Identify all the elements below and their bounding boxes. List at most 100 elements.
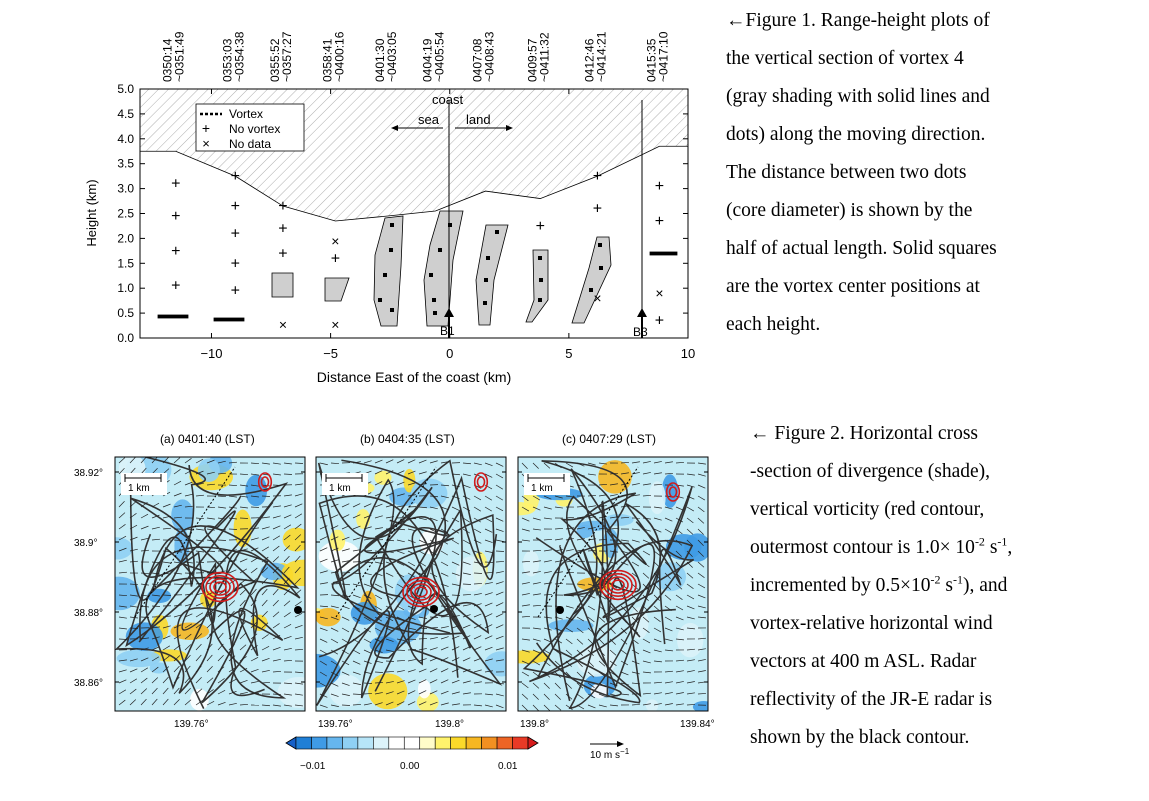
vortex-center	[539, 278, 543, 282]
colorbar-swatch	[373, 736, 390, 750]
no-vortex-marker: +	[171, 243, 180, 260]
no-vortex-marker: +	[231, 198, 240, 215]
vortex-shape	[157, 314, 189, 319]
colorbar	[285, 736, 539, 750]
vortex-center	[483, 301, 487, 305]
time-label: 0401:30~0403:05	[373, 31, 399, 82]
colorbar-swatch	[388, 736, 405, 750]
vortex-center	[438, 248, 442, 252]
no-vortex-marker: +	[278, 245, 287, 262]
vortex-center	[390, 308, 394, 312]
y-tick-label: 0.5	[117, 306, 134, 320]
colorbar-tick: −0.01	[300, 761, 326, 772]
coast-label: coast	[432, 92, 463, 107]
time-label: 0404:19~0405:54	[420, 31, 446, 82]
lat-label: 38.86°	[74, 678, 103, 689]
no-vortex-marker: +	[655, 313, 664, 330]
b3-label: B3	[633, 325, 648, 339]
y-tick-label: 4.5	[117, 107, 134, 121]
vortex-shape	[373, 215, 404, 327]
panel-b: 1 km	[315, 456, 507, 712]
lon-label: 139.76°	[318, 719, 353, 730]
colorbar-swatch	[311, 736, 328, 750]
vortex-center	[432, 298, 436, 302]
colorbar-tick: 0.00	[400, 761, 420, 772]
colorbar-swatch	[512, 736, 529, 750]
colorbar-swatch	[357, 736, 374, 750]
legend: Vortex + No vortex × No data	[195, 103, 305, 152]
vortex-center	[378, 298, 382, 302]
colorbar-swatch	[496, 736, 513, 750]
figure-2-caption: ← Figure 2. Horizontal cross -section of…	[750, 423, 1013, 748]
x-tick-label: 10	[681, 346, 695, 361]
legend-vortex: Vortex	[229, 107, 263, 121]
vortex-center	[538, 256, 542, 260]
scale-bar-label: 1 km	[531, 483, 553, 494]
colorbar-swatch	[450, 736, 467, 750]
legend-no-data: No data	[229, 137, 271, 151]
colorbar-tick: 0.01	[498, 761, 518, 772]
vortex-shape	[475, 224, 509, 326]
lat-label: 38.9°	[74, 538, 97, 549]
lon-label: 139.8°	[435, 719, 464, 730]
no-data-marker: ×	[593, 290, 601, 306]
lon-label: 139.8°	[520, 719, 549, 730]
time-label: 0415:35~0417:10	[644, 31, 670, 82]
time-label: 0353:03~0354:38	[220, 31, 246, 82]
no-vortex-marker: +	[278, 220, 287, 237]
y-tick-label: 2.5	[117, 207, 134, 221]
vortex-shape	[324, 277, 350, 302]
vortex-center	[599, 266, 603, 270]
no-vortex-marker: +	[655, 213, 664, 230]
y-tick-label: 3.5	[117, 157, 134, 171]
panel-b-title: (b) 0404:35 (LST)	[360, 432, 455, 446]
time-label: 0358:41~0400:16	[320, 31, 346, 82]
no-vortex-marker: +	[536, 218, 545, 235]
no-vortex-marker: +	[171, 208, 180, 225]
x-tick-label: −5	[323, 346, 338, 361]
figure-1-range-height-plot: coast sea land B1 B3 Vortex + No vortex …	[84, 31, 695, 385]
panel-a: 1 km	[114, 456, 306, 712]
markers: ++++++++++++×+××+++×+++×	[171, 168, 664, 332]
panel-a-title: (a) 0401:40 (LST)	[160, 432, 255, 446]
y-axis-ticks: 5.0 4.5 4.0 3.5 3.0 2.5 2.0 1.5 1.0 0.5 0.0	[117, 82, 688, 345]
no-vortex-marker: +	[171, 278, 180, 295]
vortex-center	[589, 288, 593, 292]
time-label: 0407:08~0408:43	[470, 31, 496, 82]
vortex-center	[383, 273, 387, 277]
colorbar-swatch	[403, 736, 421, 750]
no-vortex-marker: +	[278, 198, 287, 215]
time-label: 0412:46~0414:21	[582, 31, 608, 82]
time-label: 0350:14~0351:49	[161, 31, 187, 82]
panel-c-title: (c) 0407:29 (LST)	[562, 432, 656, 446]
colorbar-swatch	[434, 736, 451, 750]
time-labels: 0350:14~0351:49 0353:03~0354:38 0355:52~03…	[161, 31, 671, 82]
scale-bar-label: 1 km	[329, 483, 351, 494]
no-vortex-marker: +	[231, 255, 240, 272]
figure-1-caption: ←Figure 1. Range-height plots of the ver…	[726, 10, 997, 335]
legend-no-vortex: No vortex	[229, 122, 280, 136]
no-vortex-marker: +	[593, 168, 602, 185]
colorbar-swatch	[419, 736, 436, 750]
y-tick-label: 3.0	[117, 182, 134, 196]
svg-text:×: ×	[202, 136, 210, 151]
time-label: 0409:57~0411:32	[525, 32, 551, 82]
vortex-center	[598, 243, 602, 247]
lon-label: 139.76°	[174, 719, 209, 730]
lon-label: 139.84°	[680, 719, 715, 730]
no-vortex-marker: +	[231, 168, 240, 185]
vortex-shape	[525, 249, 549, 323]
lat-label: 38.92°	[74, 468, 103, 479]
svg-text:+: +	[202, 120, 210, 136]
sea-label: sea	[418, 112, 440, 127]
colorbar-swatch	[295, 736, 312, 750]
vortex-center	[429, 273, 433, 277]
lat-label: 38.88°	[74, 608, 103, 619]
colorbar-swatch	[326, 736, 343, 750]
b1-label: B1	[440, 324, 455, 338]
y-tick-label: 2.0	[117, 231, 134, 245]
no-data-marker: ×	[331, 317, 339, 333]
vortex-center	[389, 248, 393, 252]
no-vortex-marker: +	[593, 201, 602, 218]
no-vortex-marker: +	[231, 283, 240, 300]
